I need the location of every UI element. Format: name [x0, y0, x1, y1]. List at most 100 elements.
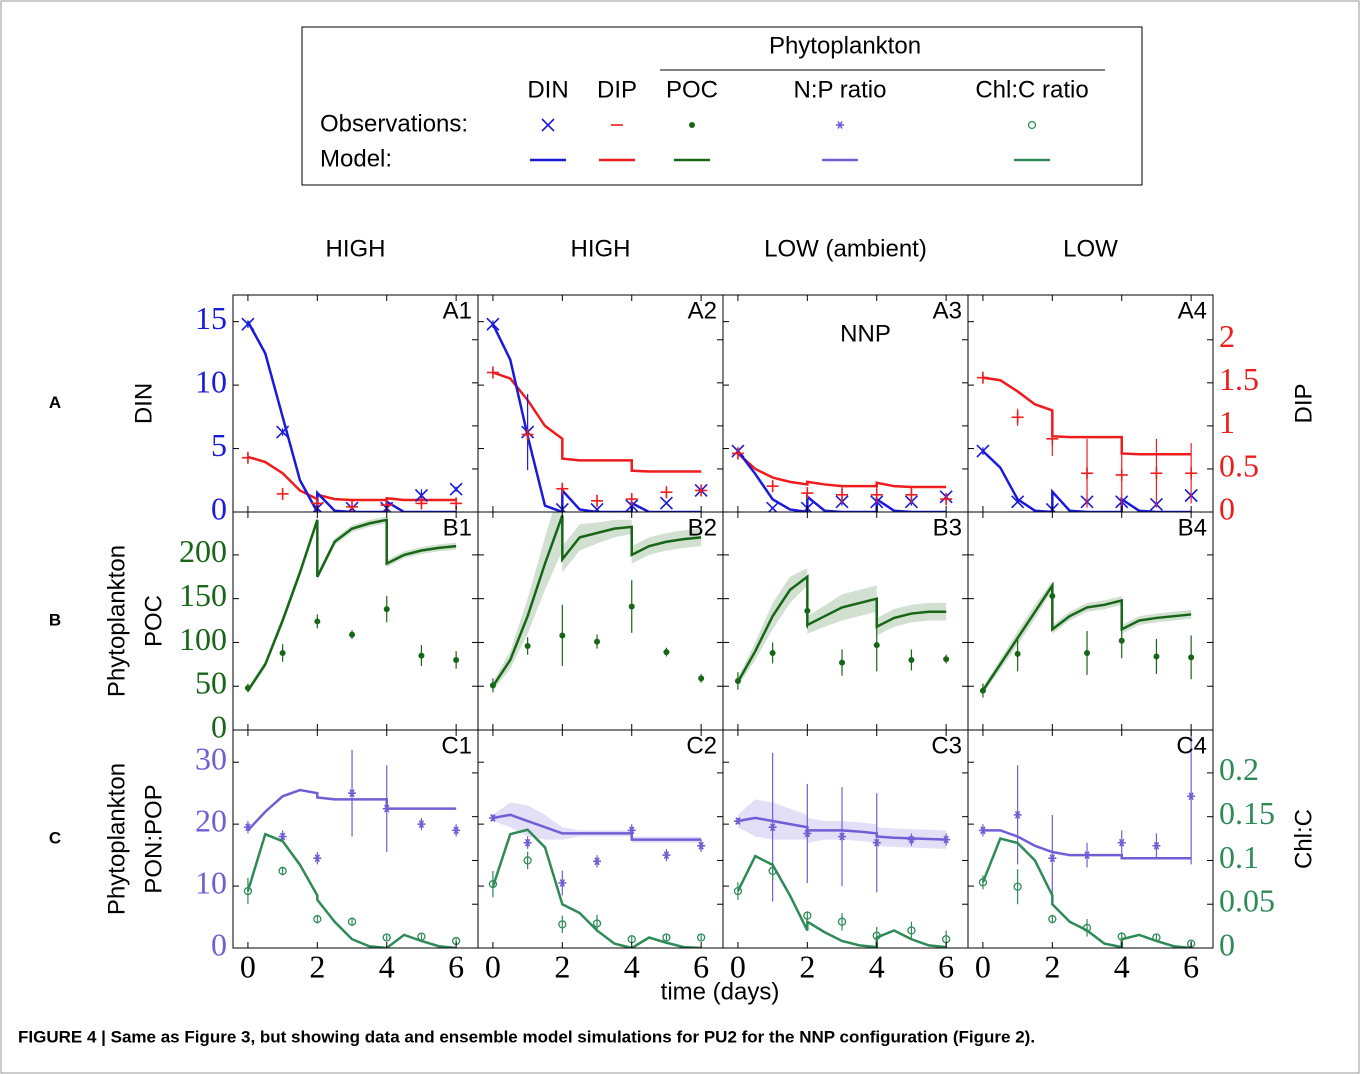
- observation: [978, 878, 988, 887]
- observation: [976, 371, 989, 384]
- marker-circle: [558, 920, 567, 929]
- marker-dot: [908, 656, 915, 663]
- observation: [908, 656, 915, 663]
- marker-dot: [1084, 649, 1091, 656]
- model-line: [981, 581, 1192, 692]
- marker-stroke: [659, 496, 674, 510]
- model-line: [736, 854, 947, 948]
- marker-stroke: [769, 823, 776, 832]
- legend-group: Phytoplankton: [769, 32, 921, 59]
- y2-tick-label: 0.2: [1219, 751, 1259, 787]
- observation: [662, 851, 671, 859]
- observation: [976, 444, 990, 458]
- marker-circle: [1152, 933, 1161, 942]
- observation: [733, 886, 743, 896]
- observation: [1013, 882, 1022, 891]
- observation: [943, 656, 950, 663]
- marker-dot: [1014, 650, 1021, 657]
- observation: [768, 823, 777, 832]
- marker-circle: [243, 886, 253, 896]
- observation: [872, 931, 881, 940]
- marker-stroke: [874, 838, 880, 847]
- plot-area: [488, 802, 706, 948]
- observation: [801, 487, 814, 500]
- observation: [383, 606, 390, 613]
- observation: [349, 631, 356, 638]
- marker-circle: [1048, 914, 1057, 924]
- y2-tick-label: 2: [1219, 318, 1235, 354]
- observation: [803, 829, 812, 838]
- panel-label: A4: [1178, 297, 1207, 324]
- legend-column: DIP: [597, 76, 637, 103]
- observation: [1011, 411, 1024, 424]
- observation: [1014, 650, 1021, 657]
- uncertainty-band: [982, 581, 1192, 695]
- marker-dot: [1118, 637, 1125, 644]
- marker-stroke: [593, 502, 604, 512]
- marker-stroke: [663, 851, 670, 859]
- observation: [663, 649, 670, 656]
- panel-label: B3: [933, 514, 962, 541]
- y-tick-label: 10: [195, 363, 227, 399]
- marker-stroke: [943, 835, 949, 844]
- y2-tick-label: 0: [1219, 926, 1235, 962]
- y2-tick-label: 0.5: [1219, 447, 1259, 483]
- marker-dot: [1188, 654, 1195, 661]
- row-label: B: [49, 610, 61, 629]
- marker-stroke: [541, 118, 555, 132]
- marker-stroke: [839, 832, 845, 841]
- y-axis-label: Phytoplankton: [103, 545, 130, 697]
- marker-circle: [978, 878, 988, 887]
- legend-marker: [1027, 120, 1037, 130]
- x-tick-label: 2: [1044, 948, 1060, 984]
- panel-label: B1: [443, 514, 472, 541]
- marker-circle: [803, 911, 812, 920]
- marker-stroke: [279, 832, 286, 841]
- plot-area: [489, 512, 705, 693]
- marker-stroke: [524, 838, 531, 847]
- observation: [1152, 933, 1161, 942]
- observation: [942, 835, 951, 844]
- observation: [415, 497, 428, 510]
- observation: [276, 425, 290, 439]
- marker-dot: [349, 631, 356, 638]
- x-tick-label: 0: [240, 948, 256, 984]
- plot-area: [733, 752, 951, 948]
- observation: [1049, 593, 1056, 600]
- marker-circle: [733, 886, 743, 896]
- marker-stroke: [486, 317, 500, 331]
- x-tick-label: 0: [975, 948, 991, 984]
- panel-label: C4: [1176, 732, 1207, 759]
- marker-circle: [347, 917, 357, 926]
- observation: [769, 649, 776, 656]
- plot-area: [734, 568, 950, 690]
- marker-stroke: [418, 820, 425, 829]
- observation: [278, 866, 287, 876]
- marker-stroke: [804, 829, 811, 838]
- marker-circle: [1082, 923, 1092, 933]
- legend-column: DIN: [527, 76, 568, 103]
- marker-stroke: [767, 501, 780, 512]
- marker-dot: [943, 656, 950, 663]
- marker-dot: [839, 659, 846, 666]
- y-tick-label: 15: [195, 300, 227, 336]
- y-axis-label: Phytoplankton: [103, 763, 130, 915]
- observation: [279, 649, 286, 656]
- marker-stroke: [908, 835, 915, 844]
- y-tick-label: 100: [179, 621, 227, 657]
- panel-label: C1: [441, 732, 472, 759]
- panel-frame: [967, 729, 1214, 949]
- y-tick-label: 0: [211, 490, 227, 526]
- x-tick-label: 2: [309, 948, 325, 984]
- observation: [417, 932, 426, 941]
- y-tick-label: 30: [195, 741, 227, 777]
- marker-stroke: [976, 444, 990, 458]
- legend-row: Observations:: [320, 110, 468, 137]
- observation: [625, 493, 638, 506]
- x-tick-label: 0: [485, 948, 501, 984]
- x-tick-label: 6: [938, 948, 954, 984]
- observation: [241, 317, 255, 331]
- marker-dot: [314, 618, 321, 625]
- observation: [907, 926, 916, 935]
